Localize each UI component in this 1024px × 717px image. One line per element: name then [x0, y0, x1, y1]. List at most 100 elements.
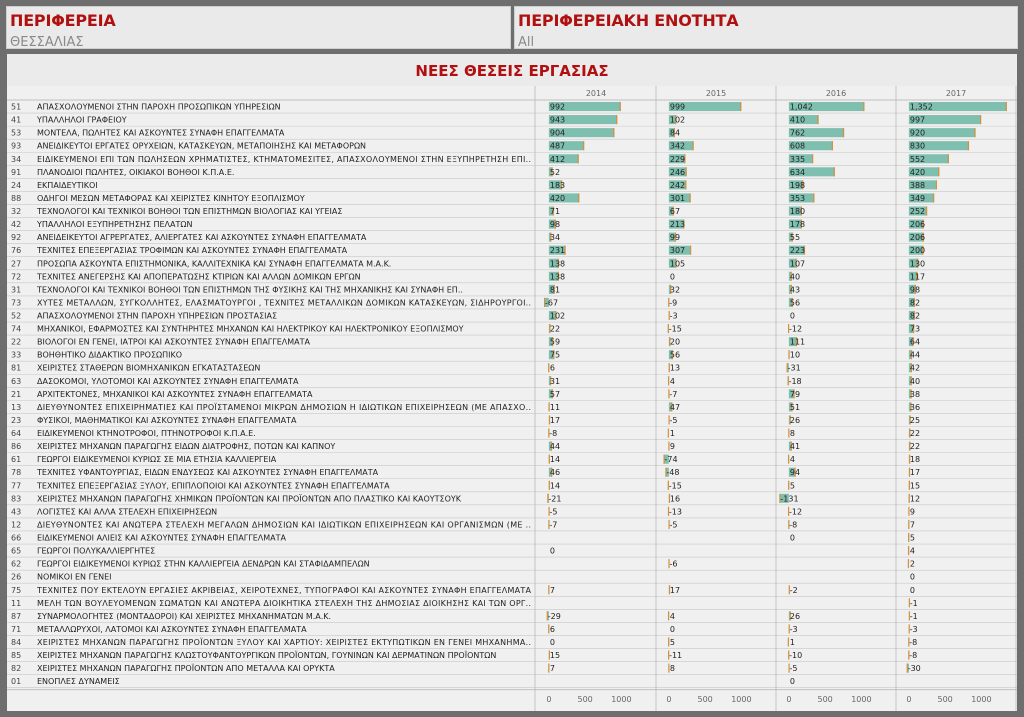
- bar-edge: [908, 624, 910, 634]
- data-label: 22: [910, 429, 920, 438]
- bar-edge: [791, 232, 793, 242]
- bar-edge: [787, 637, 789, 647]
- data-label: 40: [790, 272, 800, 281]
- regional-unit-filter-title: ΠΕΡΙΦΕΡΕΙΑΚΗ ΕΝΟΤΗΤΑ: [518, 11, 739, 30]
- region-filter-value[interactable]: ΘΕΣΣΑΛΙΑΣ: [10, 35, 84, 50]
- row-label: ΓΕΩΡΓΟΙ ΠΟΛΥΚΑΛΛΙΕΡΓΗΤΕΣ: [37, 547, 155, 556]
- data-label: 487: [550, 142, 565, 151]
- data-label: 342: [670, 142, 685, 151]
- regional-unit-filter-value[interactable]: All: [518, 35, 535, 50]
- row-code: 72: [11, 272, 21, 281]
- data-label: 4: [670, 612, 675, 621]
- data-label: 40: [910, 377, 920, 386]
- data-label: 0: [670, 625, 675, 634]
- data-label: 8: [670, 664, 675, 673]
- data-label: 608: [790, 142, 805, 151]
- bar-edge: [671, 350, 673, 360]
- row-code: 71: [11, 625, 21, 634]
- data-label: 5: [670, 638, 675, 647]
- bar: [788, 115, 819, 125]
- data-label: 107: [790, 259, 805, 268]
- bar: [908, 402, 912, 412]
- row-code: 12: [11, 520, 21, 529]
- bar: [788, 284, 792, 294]
- bar-edge: [794, 467, 796, 477]
- data-label: 10: [790, 351, 800, 360]
- data-label: 552: [910, 155, 925, 164]
- bar-edge: [913, 310, 915, 321]
- bar: [788, 180, 804, 190]
- bar-edge: [800, 219, 802, 229]
- row-code: 82: [11, 664, 21, 673]
- x-tick-label: 1000: [971, 695, 991, 704]
- data-label: 17: [550, 416, 560, 425]
- bar-edge: [616, 115, 618, 125]
- regional-unit-filter[interactable]: ΠΕΡΙΦΕΡΕΙΑΚΗ ΕΝΟΤΗΤΑ All: [514, 6, 1018, 50]
- bar: [908, 115, 982, 125]
- data-label: 634: [790, 168, 805, 177]
- bar: [788, 232, 793, 242]
- bar: [788, 389, 795, 399]
- bar-edge: [932, 193, 935, 203]
- row-label: ΒΙΟΛΟΓΟΙ ΕΝ ΓΕΝΕΙ, ΙΑΤΡΟΙ ΚΑΙ ΑΣΚΟΥΝΤΕΣ …: [37, 338, 310, 347]
- bar-edge: [788, 663, 790, 673]
- bar-edge: [789, 415, 791, 425]
- bar: [668, 154, 686, 164]
- bar-edge: [557, 271, 559, 281]
- row-code: 41: [11, 116, 21, 125]
- bar-edge: [667, 324, 669, 334]
- region-filter[interactable]: ΠΕΡΙΦΕΡΕΙΑ ΘΕΣΣΑΛΙΑΣ: [6, 6, 511, 50]
- data-label: 1,042: [790, 103, 813, 112]
- bar: [908, 376, 912, 386]
- data-label: 52: [550, 168, 560, 177]
- data-label: 57: [550, 390, 560, 399]
- bar-edge: [551, 389, 554, 399]
- bar-edge: [910, 389, 912, 399]
- data-label: 25: [910, 416, 920, 425]
- data-label: 32: [670, 285, 680, 294]
- bar-edge: [683, 219, 685, 229]
- bar: [908, 310, 915, 321]
- data-label: 0: [790, 311, 795, 320]
- data-label: 0: [910, 573, 915, 582]
- data-label: 943: [550, 116, 565, 125]
- bar-edge: [788, 428, 790, 438]
- bar-edge: [789, 611, 791, 621]
- data-label: -6: [669, 560, 677, 569]
- data-label: 34: [550, 233, 560, 242]
- data-label: -15: [669, 325, 682, 334]
- data-label: -3: [790, 625, 798, 634]
- bar: [668, 193, 691, 203]
- bar-edge: [553, 350, 555, 360]
- row-label: ΕΚΠΑΙΔΕΥΤΙΚΟΙ: [37, 181, 98, 190]
- data-label: -3: [910, 625, 918, 634]
- bar-edge: [935, 180, 938, 190]
- x-tick-label: 0: [906, 695, 911, 704]
- row-code: 85: [11, 651, 21, 660]
- bar-edge: [671, 402, 673, 412]
- bar-edge: [619, 102, 621, 112]
- data-label: -12: [789, 325, 802, 334]
- bar-edge: [908, 467, 911, 477]
- data-label: 17: [670, 586, 680, 595]
- bar: [788, 337, 797, 347]
- data-label: 82: [910, 298, 920, 307]
- data-label: -1: [910, 599, 918, 608]
- bar: [788, 245, 806, 255]
- data-label: 0: [550, 638, 555, 647]
- row-label: ΛΟΓΙΣΤΕΣ ΚΑΙ ΑΛΛΑ ΣΤΕΛΕΧΗ ΕΠΙΧΕΙΡΗΣΕΩΝ: [37, 507, 217, 516]
- row-code: 74: [11, 325, 21, 334]
- bar: [908, 167, 940, 177]
- bar: [908, 206, 928, 216]
- row-code: 27: [11, 259, 21, 268]
- bar-edge: [548, 650, 550, 660]
- bar-edge: [582, 141, 585, 151]
- data-label: 992: [550, 103, 565, 112]
- row-code: 83: [11, 494, 21, 503]
- bar-edge: [910, 402, 912, 412]
- data-label: 56: [670, 351, 680, 360]
- row-code: 81: [11, 364, 21, 373]
- data-label: 4: [910, 547, 915, 556]
- bar: [548, 389, 554, 399]
- bar: [548, 206, 555, 216]
